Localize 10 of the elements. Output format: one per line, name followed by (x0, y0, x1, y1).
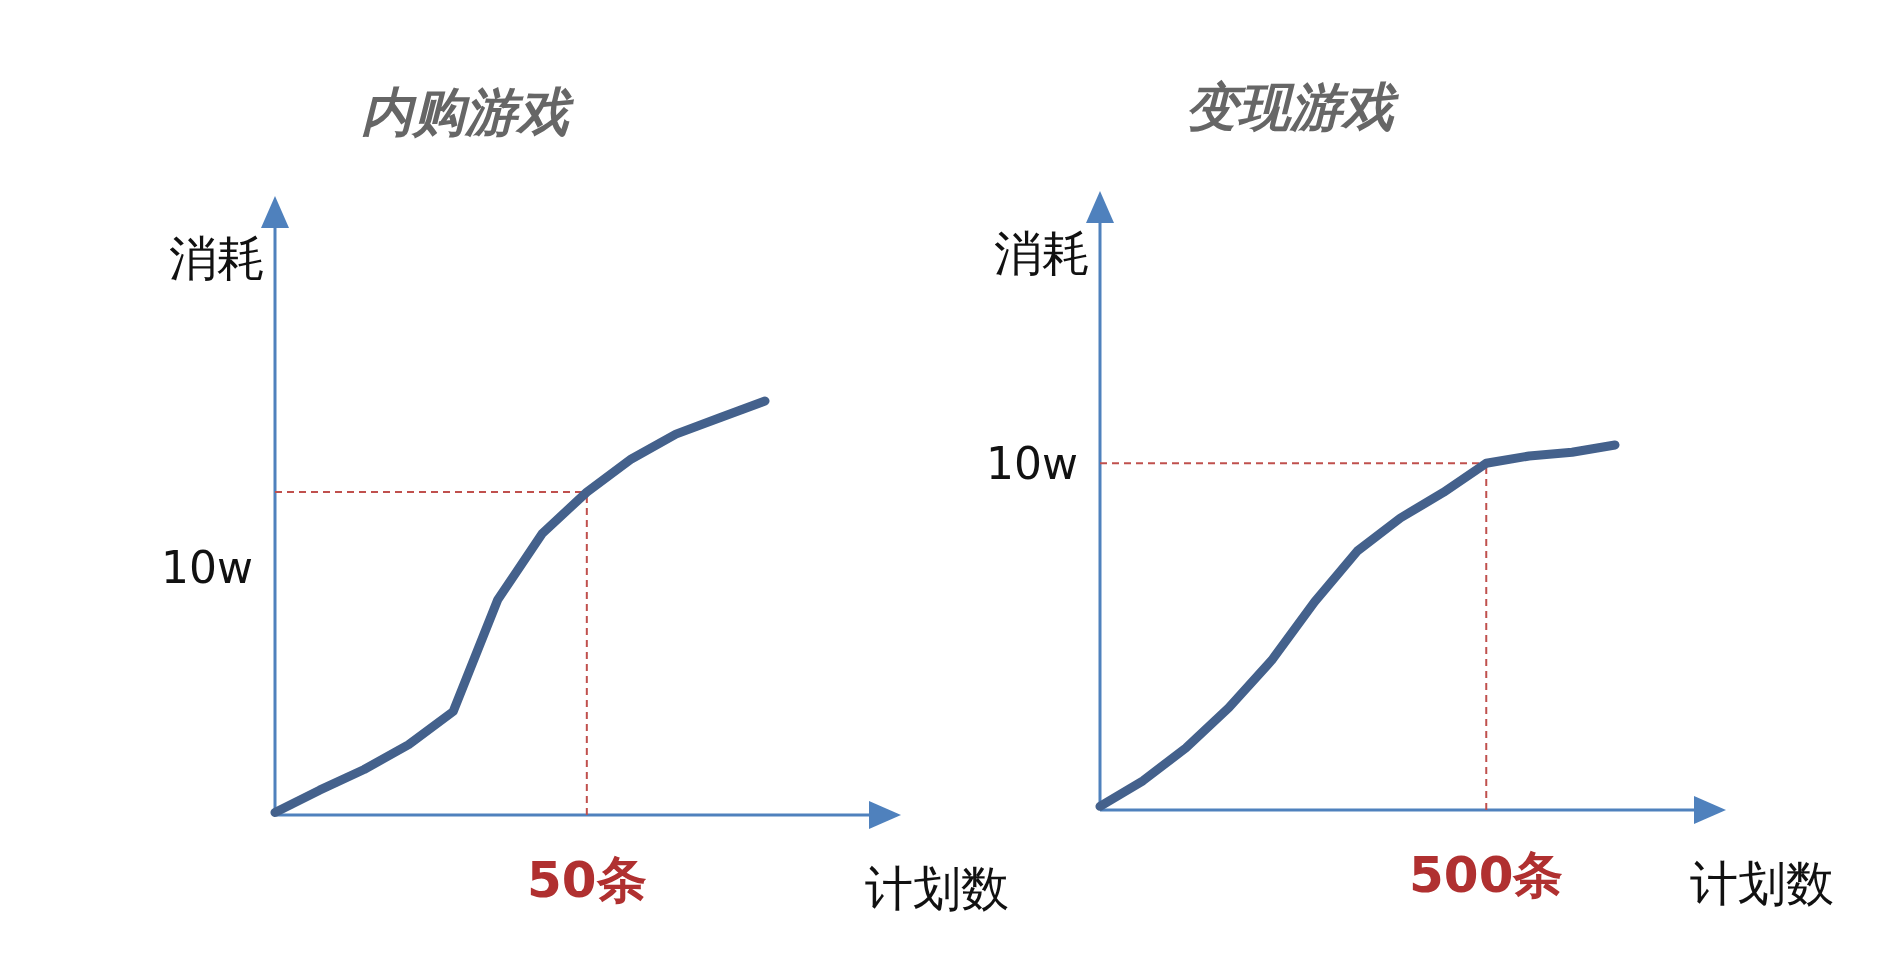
annotation: 10w (161, 541, 253, 593)
text: 50条 (527, 851, 647, 909)
x-axis-title: 计划数 (865, 860, 1009, 916)
text: 10w (986, 438, 1078, 490)
y-axis-title: 消耗 (994, 225, 1090, 281)
chart-title: 变现游戏 (1186, 77, 1400, 137)
chart-title: 内购游戏 (361, 82, 575, 142)
x-axis-title: 计划数 (1690, 855, 1834, 911)
text: 500条 (1409, 846, 1564, 904)
y-axis-title: 消耗 (169, 230, 265, 286)
